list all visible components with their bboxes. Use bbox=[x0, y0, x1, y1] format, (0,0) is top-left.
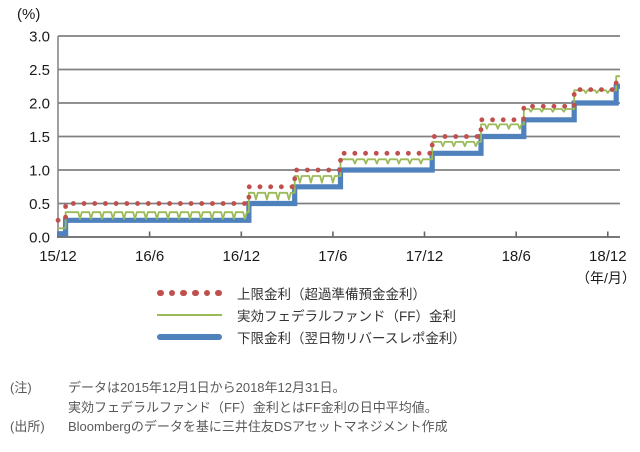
note-label-spacer bbox=[10, 398, 68, 418]
notes: (注) データは2015年12月1日から2018年12月31日。 実効フェデラル… bbox=[10, 378, 630, 437]
source-row: (出所) Bloombergのデータを基に三井住友DSアセットマネジメント作成 bbox=[10, 417, 630, 437]
upper-limit-dotted-marker-icon bbox=[157, 289, 222, 297]
y-tick-label: 1.0 bbox=[29, 163, 50, 180]
legend: 上限金利（超過準備預金金利） 実効フェデラルファンド（FF）金利 下限金利（翌日… bbox=[157, 286, 466, 346]
y-tick-label: 1.5 bbox=[29, 129, 50, 146]
y-tick-label: 2.5 bbox=[29, 62, 50, 79]
y-tick-label: 3.0 bbox=[29, 29, 50, 46]
x-tick-label: 15/12 bbox=[39, 248, 77, 265]
note-row-2: 実効フェデラルファンド（FF）金利とはFF金利の日中平均値。 bbox=[10, 398, 630, 418]
source-label: (出所) bbox=[10, 419, 45, 434]
lower-limit-line-marker-icon bbox=[157, 334, 222, 340]
y-axis-unit-label: (%) bbox=[17, 6, 41, 23]
x-tick-label: 18/6 bbox=[502, 248, 531, 265]
note-row-1: (注) データは2015年12月1日から2018年12月31日。 bbox=[10, 378, 630, 398]
y-tick-label: 2.0 bbox=[29, 96, 50, 113]
effective-ff-line-marker-icon bbox=[157, 313, 222, 317]
legend-item-effective-ff: 実効フェデラルファンド（FF）金利 bbox=[157, 308, 466, 324]
x-tick-label: 16/12 bbox=[223, 248, 261, 265]
y-tick-label: 0.0 bbox=[29, 230, 50, 247]
note-label: (注) bbox=[10, 380, 32, 395]
note-line-2: 実効フェデラルファンド（FF）金利とはFF金利の日中平均値。 bbox=[68, 399, 438, 415]
legend-label-lower-limit: 下限金利（翌日物リバースレポ金利） bbox=[237, 331, 466, 346]
legend-label-effective-ff: 実効フェデラルファンド（FF）金利 bbox=[237, 309, 456, 324]
x-tick-label: 17/12 bbox=[406, 248, 444, 265]
x-axis-unit-label-svg: （年/月） bbox=[576, 270, 636, 286]
legend-item-upper-limit: 上限金利（超過準備預金金利） bbox=[157, 286, 466, 302]
x-tick-label: 16/6 bbox=[135, 248, 164, 265]
series-upper-limit bbox=[55, 73, 623, 223]
x-tick-label: 18/12 bbox=[589, 248, 627, 265]
source-line: Bloombergのデータを基に三井住友DSアセットマネジメント作成 bbox=[68, 419, 448, 434]
rate-chart: 0.0 0.5 1.0 1.5 2.0 2.5 3.0 15/12 16/6 16/12 17/6 1… bbox=[29, 29, 636, 287]
y-tick-label: 0.5 bbox=[29, 196, 50, 213]
x-tick-label: 17/6 bbox=[318, 248, 347, 265]
series-effective-ff bbox=[58, 75, 620, 230]
legend-item-lower-limit: 下限金利（翌日物リバースレポ金利） bbox=[157, 330, 466, 346]
legend-label-upper-limit: 上限金利（超過準備預金金利） bbox=[237, 287, 426, 302]
note-line-1: データは2015年12月1日から2018年12月31日。 bbox=[68, 380, 346, 395]
